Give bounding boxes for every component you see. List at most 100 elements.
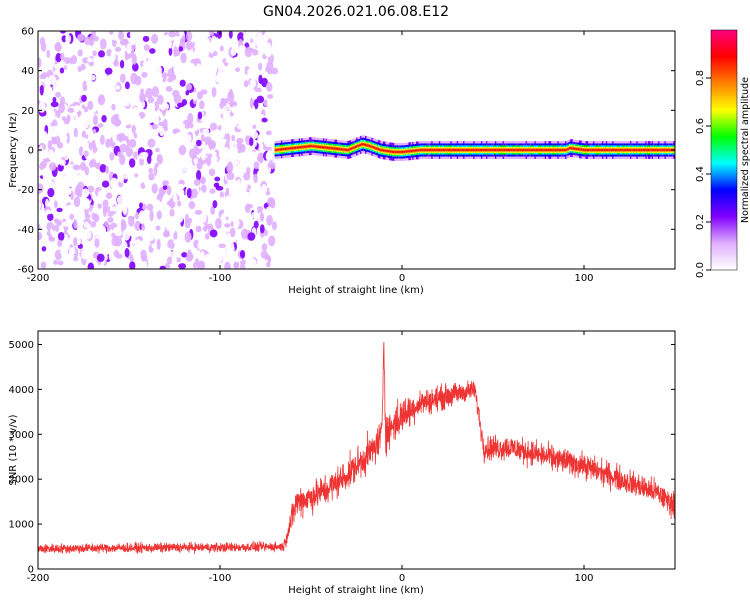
signal-band-cell: [635, 149, 638, 151]
noise-cell: [252, 111, 260, 118]
noise-cell: [98, 107, 107, 114]
signal-band-cell: [307, 145, 310, 148]
noise-cell: [161, 248, 169, 257]
signal-band-cell: [495, 149, 498, 151]
noise-cell: [145, 183, 150, 189]
noise-cell: [259, 142, 264, 152]
signal-band-cell: [398, 151, 401, 153]
signal-band-cell: [589, 149, 592, 151]
signal-band-cell: [633, 149, 637, 151]
noise-cell: [45, 198, 50, 209]
snr-x-label: Height of straight line (km): [288, 585, 424, 596]
signal-band-cell: [528, 149, 531, 151]
signal-band-cell: [551, 149, 554, 151]
signal-band-cell: [491, 149, 494, 151]
noise-cell: [265, 130, 272, 136]
colorbar-gradient: [710, 29, 738, 271]
signal-band-cell: [572, 147, 575, 150]
noise-cell: [48, 31, 55, 38]
noise-cell: [128, 216, 135, 228]
noise-cell: [128, 158, 136, 168]
signal-band-cell: [294, 146, 298, 149]
noise-cell: [110, 206, 119, 212]
noise-cell: [222, 105, 231, 111]
noise-cell: [223, 71, 229, 82]
noise-cell: [239, 114, 247, 125]
colorbar-tick-label: 0.0: [695, 262, 706, 278]
noise-cell: [255, 32, 264, 44]
signal-band-cell: [588, 149, 591, 151]
noise-cell: [71, 153, 76, 163]
noise-cell: [38, 57, 42, 68]
noise-cell: [223, 146, 230, 156]
signal-band-cell: [603, 149, 606, 151]
signal-band-cell: [628, 149, 631, 151]
noise-cell: [270, 197, 276, 209]
noise-cell: [43, 31, 50, 35]
noise-cell: [238, 106, 246, 112]
noise-cell: [198, 100, 205, 110]
signal-band-cell: [489, 149, 493, 151]
noise-cell: [263, 168, 268, 180]
noise-cell: [244, 148, 249, 159]
noise-cell: [229, 227, 236, 238]
colorbar-label: Normalized spectral amplitude: [740, 77, 750, 223]
signal-band-cell: [568, 147, 572, 150]
noise-cell: [97, 50, 106, 58]
noise-cell: [47, 213, 54, 222]
noise-cell: [163, 42, 169, 52]
noise-cell: [211, 35, 217, 44]
noise-cell: [222, 153, 229, 160]
signal-band-cell: [543, 149, 546, 151]
signal-band-cell: [505, 149, 508, 151]
noise-cell: [271, 250, 278, 258]
signal-band-cell: [553, 149, 556, 151]
noise-cell: [232, 56, 241, 63]
noise-cell: [203, 192, 208, 202]
signal-band-cell: [409, 150, 412, 153]
noise-cell: [54, 69, 59, 75]
signal-band-cell: [554, 149, 558, 151]
signal-band-cell: [580, 148, 583, 151]
noise-cell: [69, 213, 74, 220]
noise-cell: [125, 69, 131, 81]
noise-cell: [224, 223, 231, 228]
signal-band-cell: [375, 147, 378, 150]
signal-band-cell: [558, 149, 561, 151]
signal-band-cell: [436, 149, 439, 151]
y-tick-label: -60: [18, 265, 34, 276]
noise-cell: [246, 221, 252, 226]
noise-cell: [87, 100, 94, 111]
spectrogram-heatmap: [38, 31, 675, 269]
noise-cell: [48, 162, 57, 171]
noise-cell: [129, 38, 136, 46]
noise-cell: [183, 104, 188, 114]
noise-cell: [60, 245, 68, 257]
colorbar-ticks: 0.0 0.2 0.4 0.6 0.8: [695, 70, 711, 278]
noise-cell: [49, 125, 58, 135]
noise-cell: [236, 178, 241, 188]
noise-cell: [265, 82, 273, 92]
noise-cell: [56, 207, 63, 213]
noise-cell: [98, 57, 107, 65]
noise-cell: [239, 44, 244, 55]
noise-cell: [252, 199, 258, 208]
noise-cell: [226, 124, 233, 132]
signal-band-cell: [487, 149, 490, 151]
noise-cell: [142, 60, 150, 71]
signal-band-cell: [376, 147, 379, 150]
noise-cell: [119, 173, 125, 183]
signal-band-cell: [389, 150, 392, 153]
signal-band-cell: [288, 147, 291, 150]
noise-cell: [210, 63, 218, 68]
y-tick-label: 2000: [9, 475, 34, 486]
noise-cell: [179, 79, 186, 87]
noise-cell: [101, 180, 110, 188]
noise-cell: [174, 66, 182, 77]
signal-band-cell: [486, 149, 489, 151]
noise-cell: [218, 157, 225, 168]
noise-cell: [53, 63, 61, 70]
signal-band-cell: [523, 149, 526, 151]
noise-cell: [46, 263, 53, 268]
signal-band-cell: [286, 147, 289, 150]
